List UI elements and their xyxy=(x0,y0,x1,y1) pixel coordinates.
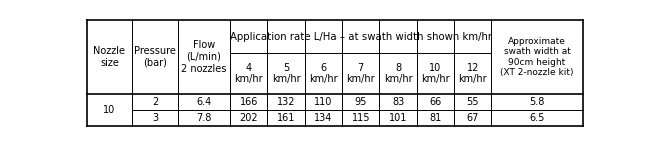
Text: 55: 55 xyxy=(466,97,479,107)
Text: 10: 10 xyxy=(103,105,116,115)
Text: 5.8: 5.8 xyxy=(530,97,545,107)
Text: 95: 95 xyxy=(355,97,367,107)
Text: 67: 67 xyxy=(466,113,479,123)
Text: 5
km/hr: 5 km/hr xyxy=(272,62,300,84)
Text: 6.4: 6.4 xyxy=(197,97,212,107)
Text: Approximate
swath width at
90cm height
(XT 2-nozzle kit): Approximate swath width at 90cm height (… xyxy=(500,37,574,77)
Text: Flow
(L/min)
2 nozzles: Flow (L/min) 2 nozzles xyxy=(182,40,227,74)
Text: 132: 132 xyxy=(277,97,295,107)
Text: 161: 161 xyxy=(277,113,295,123)
Text: 7
km/hr: 7 km/hr xyxy=(347,62,375,84)
Text: 166: 166 xyxy=(240,97,258,107)
Text: Pressure
(bar): Pressure (bar) xyxy=(134,46,176,68)
Text: 81: 81 xyxy=(429,113,441,123)
Text: 83: 83 xyxy=(392,97,404,107)
Text: 12
km/hr: 12 km/hr xyxy=(458,62,487,84)
Text: 115: 115 xyxy=(351,113,370,123)
Text: 10
km/hr: 10 km/hr xyxy=(421,62,450,84)
Text: Application rate L/Ha – at swath width shown km/hr: Application rate L/Ha – at swath width s… xyxy=(230,32,492,42)
Text: 7.8: 7.8 xyxy=(197,113,212,123)
Text: 66: 66 xyxy=(429,97,441,107)
Text: 134: 134 xyxy=(314,113,332,123)
Text: 101: 101 xyxy=(389,113,407,123)
Text: 6.5: 6.5 xyxy=(530,113,545,123)
Text: 6
km/hr: 6 km/hr xyxy=(309,62,338,84)
Text: 110: 110 xyxy=(314,97,332,107)
Text: 3: 3 xyxy=(152,113,158,123)
Text: 4
km/hr: 4 km/hr xyxy=(234,62,263,84)
Text: Nozzle
size: Nozzle size xyxy=(93,46,125,68)
Text: 2: 2 xyxy=(152,97,158,107)
Text: 8
km/hr: 8 km/hr xyxy=(384,62,413,84)
Text: 202: 202 xyxy=(240,113,258,123)
